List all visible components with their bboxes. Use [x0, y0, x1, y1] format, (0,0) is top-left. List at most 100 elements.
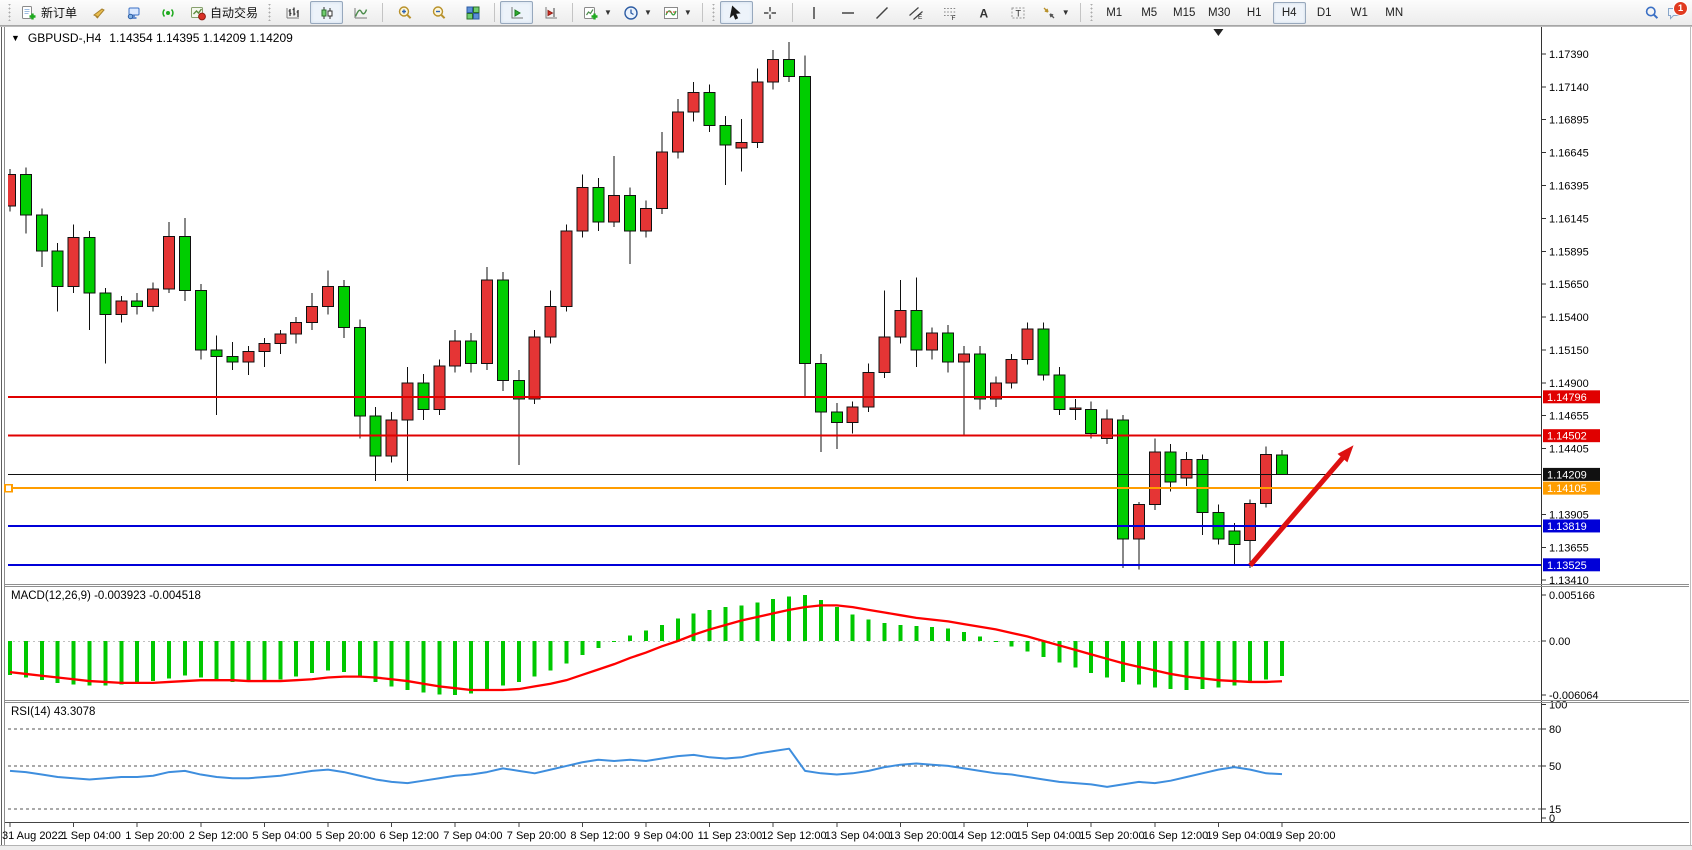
channel-tool[interactable]: E [900, 1, 933, 24]
macd-bar [500, 641, 505, 686]
candle [862, 372, 875, 408]
new-chart-dropdown[interactable]: ▼ [578, 1, 617, 24]
timeframe-button-MN[interactable]: MN [1385, 6, 1404, 19]
timeframe-button-M5[interactable]: M5 [1141, 6, 1158, 19]
candle [194, 290, 207, 351]
line-chart-button[interactable] [344, 1, 377, 24]
toolbar-grip[interactable] [7, 4, 12, 21]
rsi-axis-tick: 100 [1549, 699, 1567, 711]
cursor-tool-button[interactable] [719, 1, 753, 24]
macd-bar [644, 630, 648, 641]
chevron-down-icon: ▼ [683, 8, 692, 17]
price-tick: 1.15400 [1549, 312, 1589, 324]
macd-bar [1073, 641, 1078, 668]
candle [560, 230, 573, 307]
candle [1244, 502, 1257, 541]
trend-arrow-head[interactable] [1337, 445, 1354, 463]
horizontal-line-tool[interactable] [832, 1, 865, 24]
macd-values: -0.003923 -0.004518 [94, 590, 201, 602]
text-label-tool[interactable]: T [1002, 1, 1035, 24]
timeframe-button-M30[interactable]: M30 [1208, 6, 1231, 19]
macd-bar [1200, 641, 1205, 690]
chart-shift-button[interactable] [534, 1, 567, 24]
candle [512, 379, 525, 400]
candlestick-chart-button[interactable] [310, 1, 344, 24]
trendline-tool[interactable] [866, 1, 899, 24]
crosshair-icon [762, 5, 778, 21]
new-order-button[interactable]: 新订单 [16, 1, 82, 24]
toolbar-grip[interactable] [710, 4, 716, 21]
timeframe-button-D1[interactable]: D1 [1316, 6, 1332, 19]
candle [544, 305, 557, 338]
auto-scroll-button[interactable] [500, 1, 534, 24]
indicators-dropdown[interactable]: ▼ [658, 1, 697, 24]
timeframe-button-H1[interactable]: H1 [1246, 6, 1262, 19]
price-tick: 1.13655 [1549, 543, 1589, 555]
auto-trading-button[interactable]: 自动交易 [185, 1, 263, 24]
time-tick: 15 Sep 04:00 [1016, 830, 1081, 842]
chat-button[interactable]: 1 [1666, 0, 1688, 21]
new-order-label: 新订单 [41, 6, 78, 20]
hosting-button[interactable] [117, 1, 150, 24]
macd-bar [373, 641, 378, 682]
chart-title[interactable]: ▼ GBPUSD-,H4 1.14354 1.14395 1.14209 1.1… [11, 31, 293, 45]
toolbar: 新订单 自动交易 [0, 0, 1692, 26]
macd-bar [977, 636, 982, 641]
timeframe-button-M15[interactable]: M15 [1173, 6, 1196, 19]
chart-shift-icon [543, 5, 559, 21]
text-tool[interactable]: A [968, 1, 1001, 24]
macd-bar [310, 641, 315, 674]
candle [703, 91, 716, 126]
vertical-line-tool[interactable] [798, 1, 831, 24]
macd-bar [389, 641, 394, 687]
macd-bar [341, 641, 346, 673]
line-handle[interactable] [4, 483, 13, 493]
candle [385, 419, 398, 457]
fibonacci-tool[interactable]: F [934, 1, 967, 24]
candle [115, 300, 128, 315]
macd-bar [1280, 641, 1284, 676]
toolbar-grip[interactable] [1088, 4, 1094, 21]
macd-bar [818, 600, 823, 641]
zoom-out-button[interactable] [422, 1, 455, 24]
chart-canvas[interactable]: 1.17390 1.17140 1.16895 1.16645 1.16395 1.161… [0, 26, 1692, 846]
time-tick: 14 Sep 12:00 [952, 830, 1017, 842]
broadcast-button[interactable] [151, 1, 184, 24]
macd-bar [198, 641, 203, 678]
candle [67, 237, 80, 288]
candle [767, 58, 780, 83]
search-icon[interactable] [1644, 5, 1660, 21]
macd-bar [278, 641, 283, 680]
alerts-button[interactable] [83, 1, 116, 24]
time-tick: 7 Sep 20:00 [507, 830, 566, 842]
macd-bar [596, 641, 601, 649]
price-badge-text: 1.14796 [1547, 392, 1587, 404]
macd-bar [485, 641, 489, 690]
macd-bar [1025, 641, 1030, 652]
price-tick: 1.16395 [1549, 181, 1589, 193]
toolbar-grip[interactable] [267, 4, 273, 21]
bar-chart-button[interactable] [276, 1, 309, 24]
zoom-in-button[interactable] [388, 1, 421, 24]
macd-bar [675, 618, 680, 641]
candle [735, 142, 748, 149]
crosshair-tool-button[interactable] [754, 1, 787, 24]
macd-bar [612, 641, 617, 642]
macd-bar [405, 641, 410, 690]
candle [35, 214, 48, 252]
tile-windows-button[interactable] [456, 1, 489, 24]
price-tick: 1.14405 [1549, 444, 1589, 456]
arrows-tool-dropdown[interactable]: ▼ [1036, 1, 1075, 24]
macd-bar [1009, 641, 1014, 647]
candle [496, 279, 509, 381]
macd-bar [294, 641, 299, 677]
timeframe-button-H4[interactable]: H4 [1272, 1, 1306, 24]
profiles-dropdown[interactable]: ▼ [618, 1, 657, 24]
timeframe-button-W1[interactable]: W1 [1350, 6, 1368, 19]
candle [322, 286, 334, 307]
macd-bar [357, 641, 362, 677]
bar-chart-icon [285, 5, 301, 21]
timeframe-button-M1[interactable]: M1 [1106, 6, 1123, 19]
macd-bar [882, 623, 887, 641]
trend-arrow[interactable] [1248, 454, 1346, 568]
